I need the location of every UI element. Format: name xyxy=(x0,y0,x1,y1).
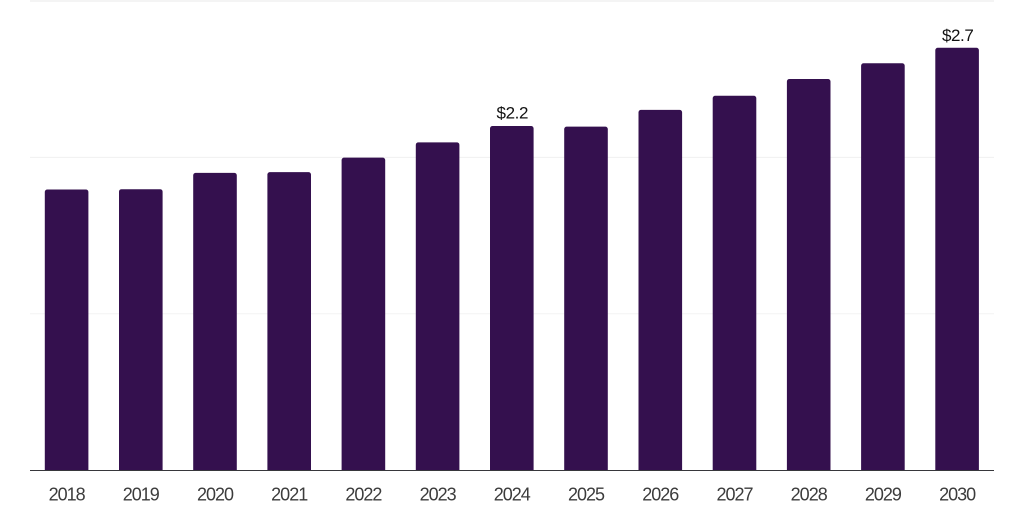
svg-text:2030: 2030 xyxy=(939,484,976,504)
svg-text:2025: 2025 xyxy=(568,484,605,504)
svg-text:2024: 2024 xyxy=(494,484,531,504)
svg-text:2022: 2022 xyxy=(345,484,382,504)
svg-text:2028: 2028 xyxy=(791,484,828,504)
svg-text:2023: 2023 xyxy=(420,484,457,504)
svg-text:2029: 2029 xyxy=(865,484,902,504)
svg-text:$2.7: $2.7 xyxy=(942,26,974,45)
svg-text:2021: 2021 xyxy=(271,484,308,504)
svg-text:2027: 2027 xyxy=(716,484,753,504)
svg-text:2026: 2026 xyxy=(642,484,679,504)
svg-text:2019: 2019 xyxy=(123,484,160,504)
svg-text:2018: 2018 xyxy=(49,484,86,504)
svg-text:$2.2: $2.2 xyxy=(497,104,529,123)
svg-text:2020: 2020 xyxy=(197,484,234,504)
